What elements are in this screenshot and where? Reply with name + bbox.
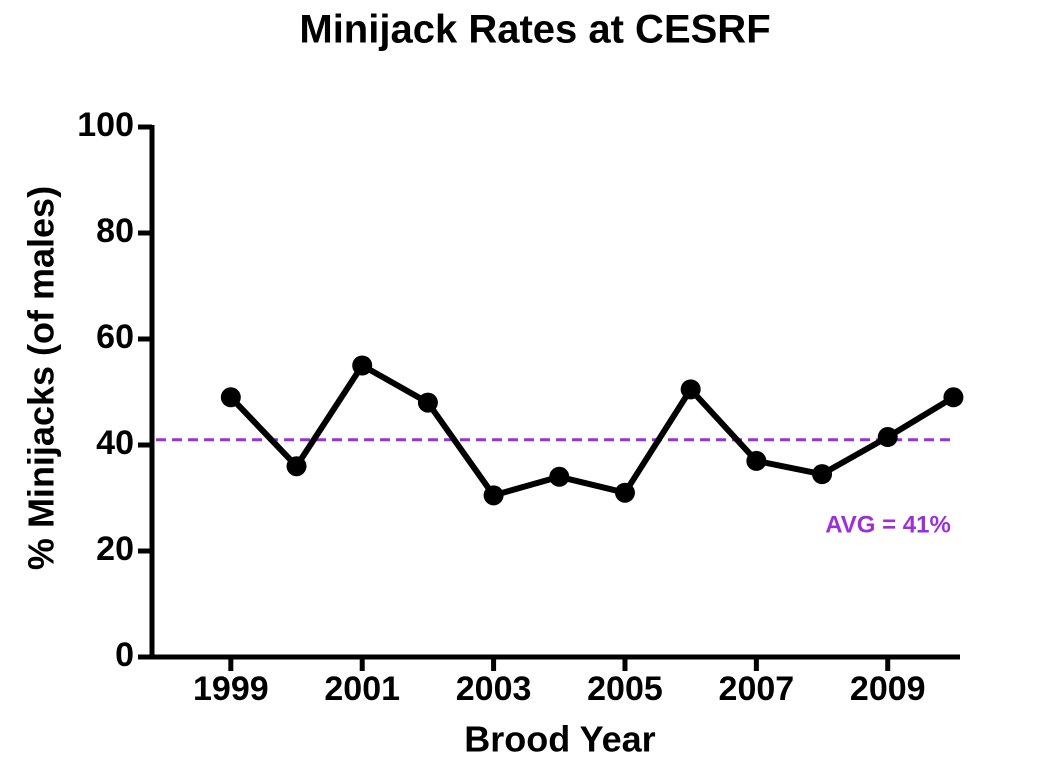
x-tick-label: 2007 (719, 670, 795, 708)
y-tick-label: 20 (96, 530, 134, 568)
y-tick-label: 0 (115, 636, 134, 674)
data-point (877, 427, 898, 448)
y-tick-label: 100 (77, 106, 134, 144)
x-tick-label: 2003 (456, 670, 532, 708)
x-tick-label: 2001 (324, 670, 400, 708)
data-point (680, 379, 701, 400)
data-point (746, 450, 767, 471)
average-annotation: AVG = 41% (825, 511, 951, 538)
y-tick-label: 60 (96, 318, 134, 356)
x-tick-label: 2009 (850, 670, 926, 708)
data-point (352, 355, 373, 376)
data-point (483, 485, 504, 506)
y-tick-label: 40 (96, 424, 134, 462)
x-tick-label: 2005 (587, 670, 663, 708)
data-point (614, 482, 635, 503)
data-point (417, 392, 438, 413)
data-point (549, 466, 570, 487)
data-point (220, 387, 241, 408)
chart-title: Minijack Rates at CESRF (299, 8, 770, 52)
x-tick-label: 1999 (193, 670, 269, 708)
data-point (812, 464, 833, 485)
data-line (228, 362, 955, 499)
x-axis-label: Brood Year (464, 719, 655, 760)
y-tick-label: 80 (96, 212, 134, 250)
data-point (943, 387, 964, 408)
data-point (286, 456, 307, 477)
y-axis-label: % Minijacks (of males) (21, 186, 62, 570)
